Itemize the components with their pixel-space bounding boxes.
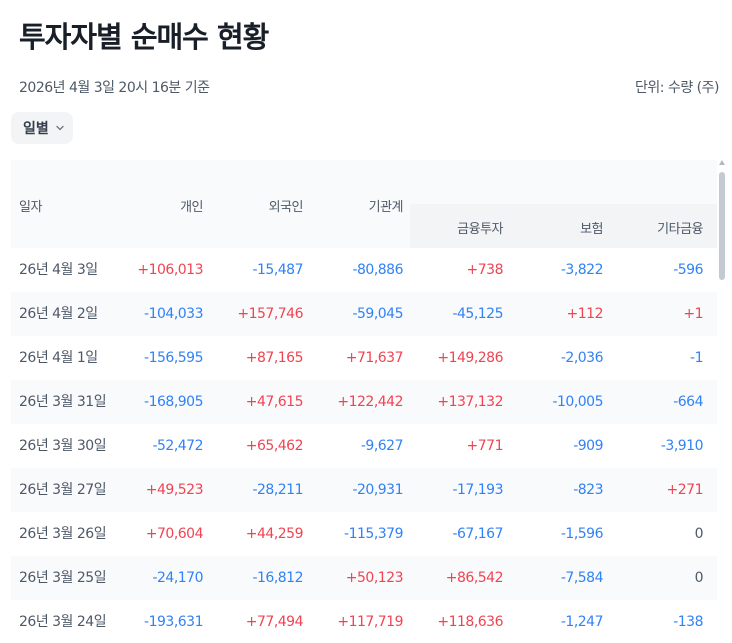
- cell-individual: +70,604: [145, 526, 204, 542]
- cell-financial-investment: +86,542: [445, 570, 504, 586]
- cell-insurance: -2,036: [560, 350, 604, 366]
- cell-insurance: -7,584: [560, 570, 604, 586]
- row-date: 26년 3월 27일: [19, 482, 107, 498]
- cell-insurance: -823: [573, 482, 603, 498]
- cell-financial-investment: -45,125: [452, 306, 503, 322]
- cell-other-finance: -664: [673, 394, 703, 410]
- cell-insurance: -1,247: [560, 614, 604, 630]
- cell-foreign: +77,494: [245, 614, 304, 630]
- cell-institution: -115,379: [344, 526, 403, 542]
- table-row: 26년 4월 2일 -104,033 +157,746 -59,045 -45,125 +…: [11, 292, 717, 336]
- cell-institution: -9,627: [360, 438, 404, 454]
- table-row: 26년 4월 3일 +106,013 -15,487 -80,886 +738 -3,82…: [11, 248, 717, 292]
- cell-other-finance: -1: [690, 350, 703, 366]
- institution-sub-header: [410, 204, 717, 248]
- table-row: 26년 4월 1일 -156,595 +87,165 +71,637 +149,286 -…: [11, 336, 717, 380]
- row-date: 26년 3월 30일: [19, 438, 107, 454]
- cell-individual: -168,905: [144, 394, 203, 410]
- table-row: 26년 3월 31일 -168,905 +47,615 +122,442 +137,13…: [11, 380, 717, 424]
- period-select[interactable]: 일별: [11, 112, 73, 144]
- table-row: 26년 3월 30일 -52,472 +65,462 -9,627 +771 -909 -3…: [11, 424, 717, 468]
- header-financial-investment: 금융투자: [457, 222, 503, 237]
- scroll-thumb[interactable]: [719, 172, 725, 280]
- row-date: 26년 3월 31일: [19, 394, 107, 410]
- cell-insurance: -909: [573, 438, 603, 454]
- cell-financial-investment: +118,636: [437, 614, 503, 630]
- cell-institution: +122,442: [337, 394, 403, 410]
- unit-label: 단위: 수량 (주): [635, 80, 719, 96]
- table-row: 26년 3월 26일 +70,604 +44,259 -115,379 -67,167 -…: [11, 512, 717, 556]
- row-date: 26년 4월 2일: [19, 306, 98, 322]
- cell-foreign: +65,462: [245, 438, 304, 454]
- cell-insurance: +112: [566, 306, 604, 322]
- vertical-scrollbar[interactable]: [719, 160, 725, 643]
- cell-foreign: -16,812: [252, 570, 303, 586]
- cell-individual: +106,013: [137, 262, 203, 278]
- cell-other-finance: 0: [694, 526, 704, 542]
- cell-individual: -104,033: [144, 306, 203, 322]
- cell-individual: +49,523: [145, 482, 204, 498]
- row-date: 26년 3월 24일: [19, 614, 107, 630]
- cell-other-finance: +1: [683, 306, 703, 322]
- scroll-up-arrow-icon[interactable]: [719, 160, 725, 165]
- header-date: 일자: [19, 200, 42, 215]
- header-other-finance: 기타금융: [657, 222, 703, 237]
- cell-financial-investment: +771: [466, 438, 504, 454]
- cell-individual: -24,170: [152, 570, 203, 586]
- period-select-label: 일별: [23, 121, 49, 137]
- cell-foreign: -15,487: [252, 262, 303, 278]
- cell-institution: -20,931: [352, 482, 403, 498]
- cell-financial-investment: -67,167: [452, 526, 503, 542]
- cell-other-finance: -596: [673, 262, 703, 278]
- table-row: 26년 3월 25일 -24,170 -16,812 +50,123 +86,542 -7…: [11, 556, 717, 600]
- cell-financial-investment: -17,193: [452, 482, 503, 498]
- cell-insurance: -10,005: [552, 394, 603, 410]
- cell-institution: +71,637: [345, 350, 404, 366]
- cell-other-finance: +271: [666, 482, 704, 498]
- cell-foreign: +44,259: [245, 526, 304, 542]
- row-date: 26년 4월 1일: [19, 350, 98, 366]
- header-foreign: 외국인: [268, 200, 304, 215]
- cell-individual: -193,631: [144, 614, 203, 630]
- cell-individual: -52,472: [152, 438, 203, 454]
- cell-insurance: -3,822: [560, 262, 604, 278]
- cell-insurance: -1,596: [560, 526, 604, 542]
- header-individual: 개인: [180, 200, 203, 215]
- cell-institution: +117,719: [337, 614, 403, 630]
- cell-institution: -59,045: [352, 306, 403, 322]
- cell-other-finance: -3,910: [660, 438, 704, 454]
- row-date: 26년 3월 25일: [19, 570, 107, 586]
- row-date: 26년 4월 3일: [19, 262, 98, 278]
- cell-foreign: -28,211: [252, 482, 303, 498]
- data-timestamp: 2026년 4월 3일 20시 16분 기준: [19, 80, 210, 96]
- cell-institution: +50,123: [345, 570, 404, 586]
- cell-foreign: +157,746: [237, 306, 303, 322]
- cell-financial-investment: +738: [466, 262, 504, 278]
- cell-other-finance: 0: [694, 570, 704, 586]
- header-institution: 기관계: [368, 200, 404, 215]
- row-date: 26년 3월 26일: [19, 526, 107, 542]
- page-title: 투자자별 순매수 현황: [19, 20, 269, 54]
- chevron-down-icon: [56, 125, 64, 131]
- net-purchase-table: 일자 개인 외국인 기관계 금융투자 보험 기타금융 26년 4월 3일 +106…: [11, 160, 717, 643]
- table-row: 26년 3월 27일 +49,523 -28,211 -20,931 -17,193 -8…: [11, 468, 717, 512]
- cell-other-finance: -138: [673, 614, 703, 630]
- cell-individual: -156,595: [144, 350, 203, 366]
- cell-institution: -80,886: [352, 262, 403, 278]
- table-row: 26년 3월 24일 -193,631 +77,494 +117,719 +118,63…: [11, 600, 717, 643]
- cell-financial-investment: +149,286: [437, 350, 503, 366]
- cell-foreign: +87,165: [245, 350, 304, 366]
- cell-foreign: +47,615: [245, 394, 304, 410]
- cell-financial-investment: +137,132: [437, 394, 503, 410]
- header-insurance: 보험: [580, 222, 603, 237]
